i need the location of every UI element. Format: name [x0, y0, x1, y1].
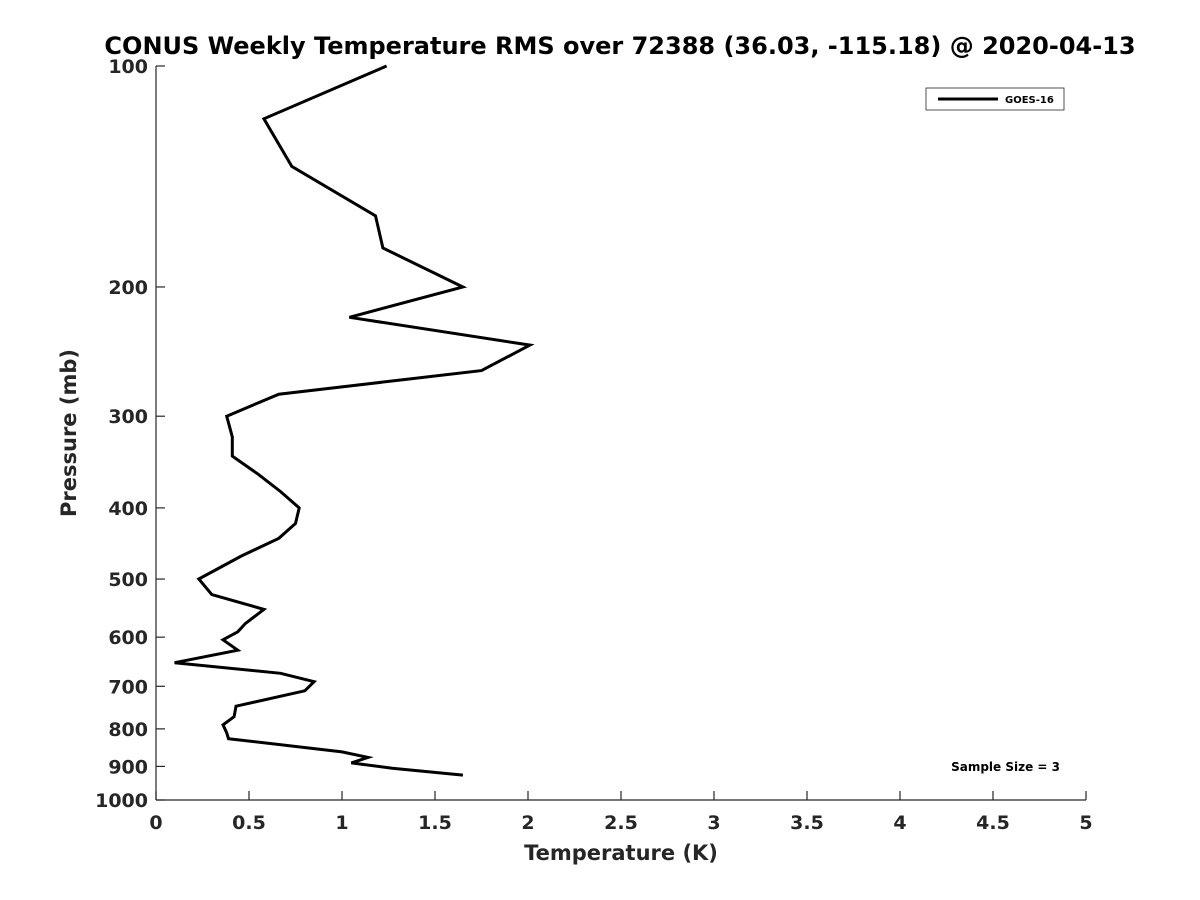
series-line-goes-16	[174, 64, 535, 777]
x-tick-label: 0.5	[232, 812, 266, 834]
y-tick-label: 800	[108, 719, 148, 741]
x-tick-label: 2.5	[604, 812, 638, 834]
y-tick-label: 900	[108, 756, 148, 778]
x-axis-label: Temperature (K)	[524, 841, 718, 865]
x-ticks: 0 0.5 1 1.5 2 2.5 3 3.5 4 4.5 5	[149, 791, 1093, 834]
y-tick-label: 200	[108, 277, 148, 299]
y-tick-label: 100	[108, 56, 148, 78]
legend: GOES-16	[925, 87, 1065, 111]
y-ticks: 100 200 300 400 500 600 700 800 900 1000	[95, 56, 165, 812]
x-tick-label: 5	[1079, 812, 1092, 834]
y-tick-label: 500	[108, 569, 148, 591]
legend-label-goes-16: GOES-16	[1005, 95, 1054, 106]
x-tick-label: 4.5	[976, 812, 1010, 834]
x-tick-label: 4	[893, 812, 906, 834]
y-tick-label: 300	[108, 406, 148, 428]
y-tick-label: 700	[108, 676, 148, 698]
x-tick-label: 2	[521, 812, 534, 834]
x-tick-label: 0	[149, 812, 162, 834]
series-layer	[174, 64, 535, 777]
x-tick-label: 1	[335, 812, 348, 834]
x-tick-label: 3.5	[790, 812, 824, 834]
y-axis-label: Pressure (mb)	[57, 349, 81, 517]
y-tick-label: 1000	[95, 790, 148, 812]
sample-size-annotation: Sample Size = 3	[951, 760, 1060, 774]
x-tick-label: 3	[707, 812, 720, 834]
x-tick-label: 1.5	[418, 812, 452, 834]
y-tick-label: 400	[108, 498, 148, 520]
chart-title: CONUS Weekly Temperature RMS over 72388 …	[104, 32, 1135, 60]
y-tick-label: 600	[108, 627, 148, 649]
